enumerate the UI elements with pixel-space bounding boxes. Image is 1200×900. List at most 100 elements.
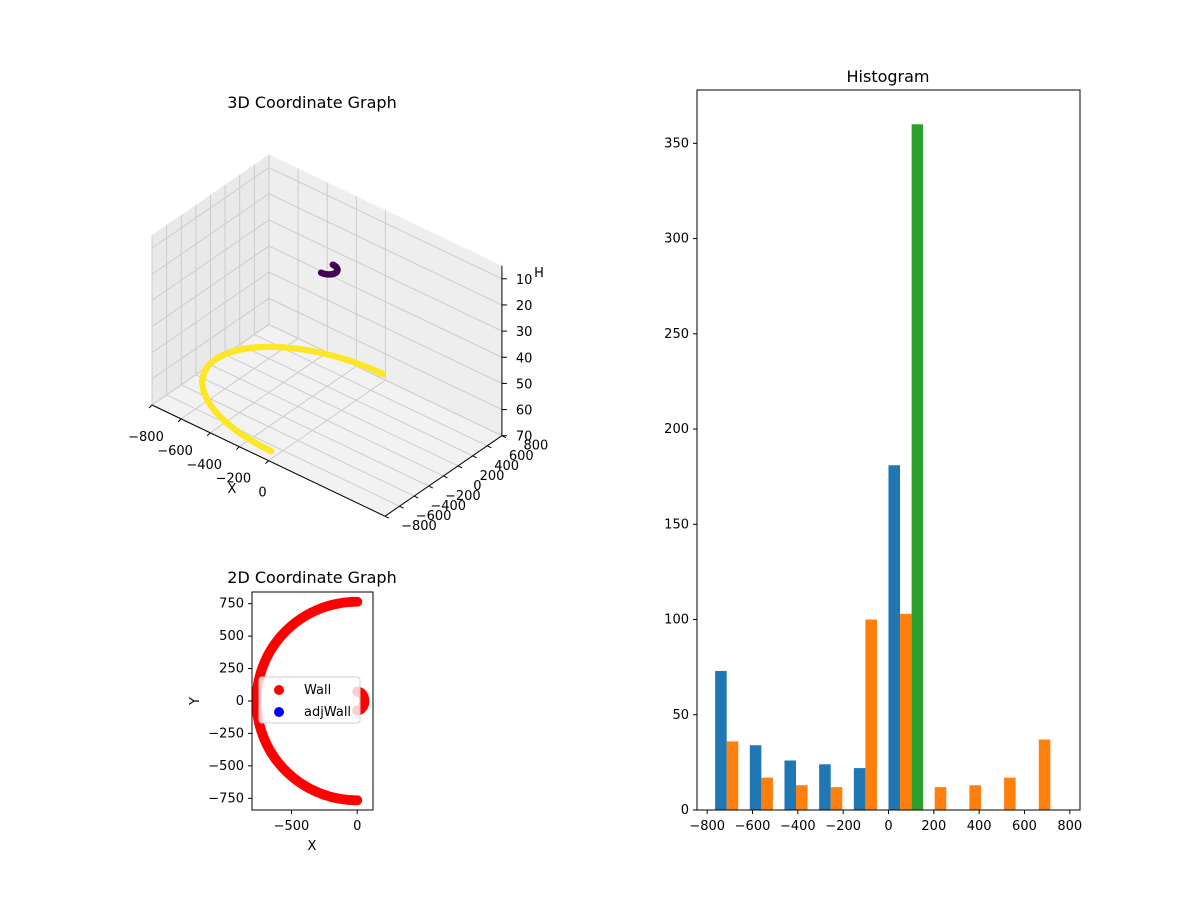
3d-y-tick-label: 600	[509, 449, 534, 464]
3d-coordinate-graph: 3D Coordinate Graph X Y H −800−600−400−2…	[128, 93, 548, 534]
histogram-x-tick-label: −800	[689, 819, 725, 834]
histogram: Histogram −800 −600 −400 −200 0 200 400 600 800 0…	[664, 67, 1082, 834]
3d-gridline	[181, 384, 415, 497]
3d-y-tick-label: 800	[524, 439, 549, 454]
3d-gridline	[268, 219, 503, 332]
2d-y-tick-label: −250	[208, 726, 244, 741]
3d-z-tick-label: 10	[516, 273, 533, 288]
histogram-y-tick-label: 100	[664, 613, 689, 628]
3d-gridline	[151, 167, 270, 249]
3d-y-tick	[428, 485, 434, 489]
histogram-x-tick-label: 200	[921, 819, 946, 834]
3d-gridline	[151, 193, 270, 275]
histogram-x-tick-label: 0	[884, 819, 892, 834]
histogram-bar	[830, 787, 843, 810]
histogram-bar	[796, 785, 808, 810]
3d-z-tick-label: 40	[516, 351, 533, 366]
2d-x-tick-label: −500	[274, 819, 310, 834]
3d-point	[267, 447, 275, 455]
3d-y-tick-label: −800	[401, 519, 437, 534]
3d-z-tick-label: 60	[516, 404, 533, 419]
histogram-y-tick-label: 150	[664, 517, 689, 532]
3d-gridline	[151, 245, 270, 327]
3d-z-tick-label: 50	[516, 377, 533, 392]
histogram-y-tick-label: 200	[664, 422, 689, 437]
2d-legend: Wall adjWall	[258, 676, 361, 724]
histogram-bar	[726, 741, 739, 810]
3d-y-tick	[443, 475, 448, 479]
3d-y-tick-label: −600	[416, 509, 452, 524]
3d-x-tick	[177, 418, 182, 423]
3d-gridline	[268, 297, 503, 411]
3d-y-tick-label: −200	[445, 489, 481, 504]
histogram-bar	[911, 124, 924, 811]
3d-gridline	[254, 334, 488, 447]
histogram-bar	[784, 760, 797, 810]
histogram-title: Histogram	[847, 67, 930, 86]
2d-y-tick-label: 750	[219, 597, 244, 612]
histogram-bar	[749, 745, 762, 810]
3d-gridline	[151, 297, 270, 380]
3d-gridline	[239, 344, 473, 457]
3d-z-tick-label: 30	[516, 325, 533, 340]
legend-box	[258, 676, 361, 724]
3d-x-tick	[148, 404, 153, 409]
3d-gridline	[210, 364, 444, 477]
3d-z-axis-label: H	[534, 266, 544, 281]
wall-point	[352, 795, 363, 806]
histogram-bar	[715, 670, 727, 810]
histogram-bar	[865, 619, 877, 810]
3d-x-tick-label: 0	[258, 486, 266, 501]
histogram-bar	[761, 777, 773, 810]
legend-marker	[274, 707, 284, 717]
legend-marker	[274, 685, 284, 695]
legend-label: Wall	[304, 683, 331, 698]
3d-gridline	[268, 324, 503, 437]
3d-gridline	[151, 271, 270, 354]
histogram-y-tick-label: 250	[664, 327, 689, 342]
histogram-x-tick-label: 800	[1057, 819, 1082, 834]
3d-gridline	[224, 354, 459, 467]
histogram-bar	[1038, 739, 1051, 810]
3d-z-tick-label: 70	[516, 430, 533, 445]
3d-y-tick	[413, 495, 419, 499]
histogram-x-tick-label: 600	[1012, 819, 1037, 834]
3d-gridline	[268, 245, 503, 358]
3d-y-tick-label: 0	[473, 479, 481, 494]
3d-x-tick	[265, 460, 269, 464]
2d-x-axis-label: X	[308, 839, 317, 854]
histogram-bar	[1004, 777, 1016, 810]
3d-x-tick-label: −400	[186, 458, 222, 473]
histogram-x-tick-label: −400	[780, 819, 816, 834]
3d-point	[329, 261, 337, 268]
histogram-y-tick-label: 0	[681, 803, 689, 818]
histogram-y-tick-label: 300	[664, 232, 689, 247]
histogram-bar	[853, 768, 866, 810]
2d-y-tick-label: 250	[219, 662, 244, 677]
histogram-y-tick-label: 350	[664, 136, 689, 151]
3d-x-tick-label: −600	[157, 444, 193, 459]
3d-gridline	[268, 167, 503, 280]
3d-y-tick	[457, 465, 463, 469]
3d-y-tick	[384, 515, 390, 519]
2d-y-tick-label: −500	[208, 759, 244, 774]
histogram-bar	[969, 785, 981, 810]
3d-z-tick-label: 20	[516, 299, 533, 314]
2d-y-axis-label: Y	[188, 697, 203, 706]
histogram-bar	[900, 613, 912, 810]
3d-y-tick	[472, 455, 477, 459]
histogram-y-tick-label: 50	[672, 708, 689, 723]
3d-gridline	[151, 219, 270, 301]
3d-y-tick	[487, 445, 492, 449]
3d-x-tick-label: −800	[128, 430, 164, 445]
histogram-x-tick-label: −600	[735, 819, 771, 834]
2d-y-tick-label: −750	[208, 791, 244, 806]
histogram-bar	[888, 465, 901, 810]
3d-y-tick	[399, 505, 404, 509]
3d-y-tick-label: 400	[494, 459, 519, 474]
2d-x-tick-label: 0	[353, 819, 361, 834]
3d-x-tick-label: −200	[216, 472, 252, 487]
3d-gridline	[268, 271, 503, 384]
2d-y-tick-label: 0	[236, 694, 244, 709]
